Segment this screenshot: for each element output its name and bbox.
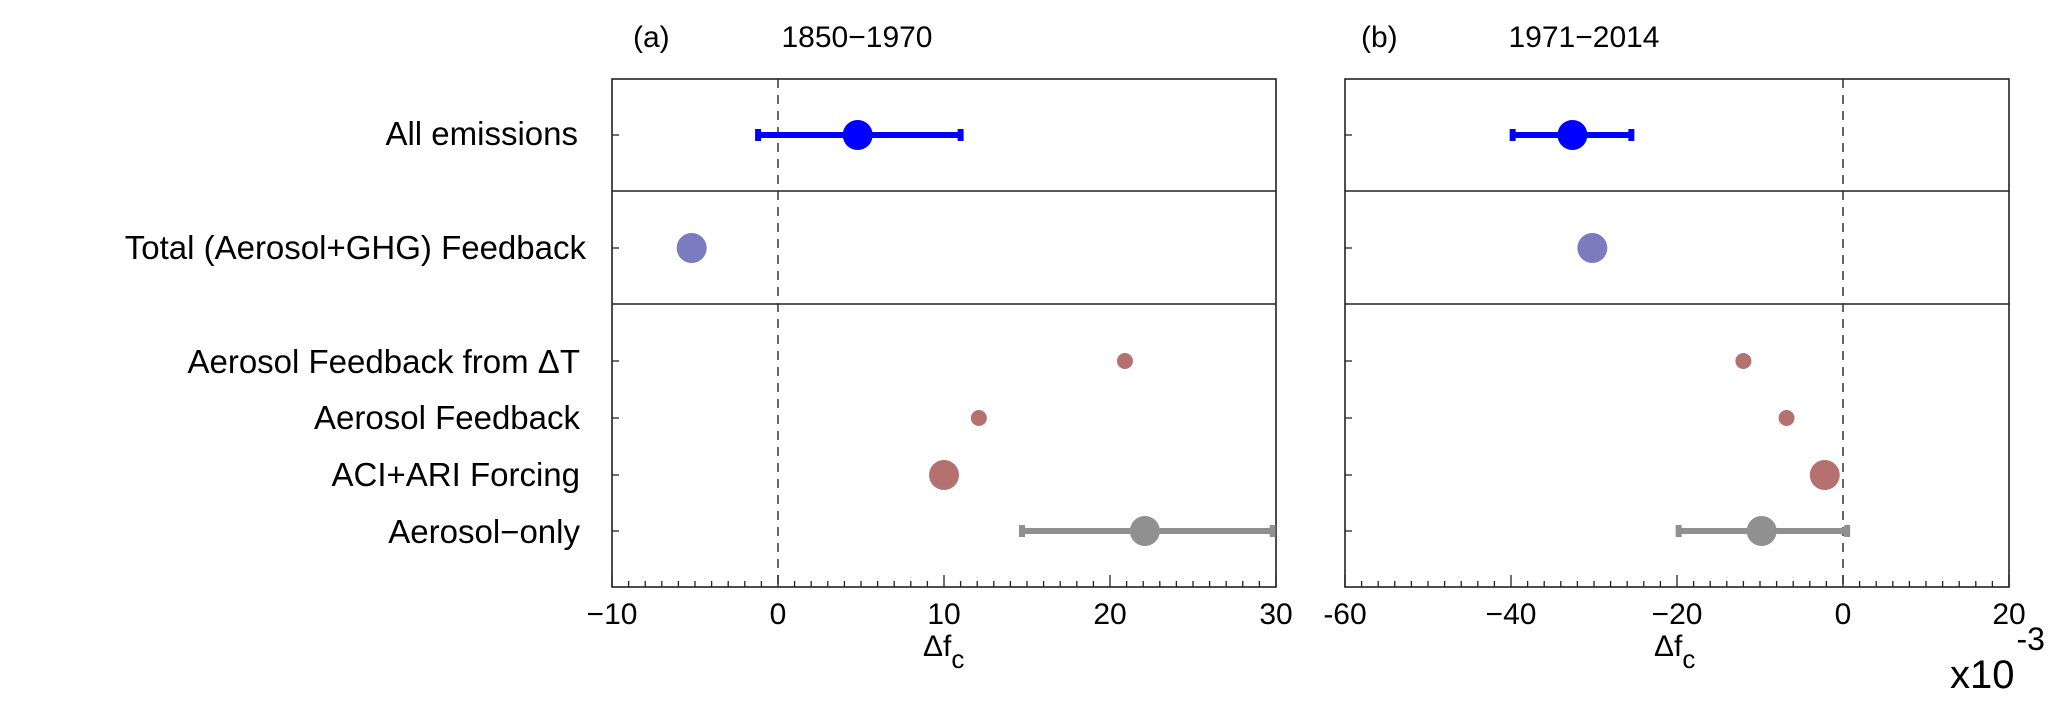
data-point [676, 233, 707, 263]
x-axis-label: Δfc [923, 630, 964, 674]
plot-area: −10 0 10 20 30 [587, 78, 1293, 631]
plot-area: -60 −40 −20 0 20 [1323, 78, 2026, 631]
category-label-aci-ari-forcing: ACI+ARI Forcing [332, 456, 581, 493]
x-axis-label-main: Δf [1654, 630, 1683, 663]
axis-multiplier-base: x10 [1950, 653, 2015, 697]
x-tick-label: -60 [1323, 598, 1366, 631]
x-tick-label: −20 [1652, 598, 1703, 631]
x-axis-label-main: Δf [923, 630, 952, 663]
data-point [929, 460, 959, 490]
error-bar-cap [1509, 129, 1516, 141]
x-tick-label: 30 [1259, 598, 1292, 631]
error-bar-cap [1628, 129, 1635, 141]
axis-multiplier: x10-3 [1950, 621, 2045, 697]
x-axis-label-subscript: c [951, 644, 964, 674]
category-label-aerosol-feedback-dt: Aerosol Feedback from ΔT [187, 343, 580, 380]
x-axis-label-subscript: c [1682, 644, 1695, 674]
data-point [970, 410, 987, 426]
panel-title: 1971−2014 [1509, 21, 1660, 54]
category-label-aerosol-feedback: Aerosol Feedback [314, 399, 580, 436]
x-tick-label: 0 [770, 598, 787, 631]
error-bar-cap [755, 129, 762, 141]
data-point [1778, 410, 1795, 426]
data-point [1809, 460, 1840, 490]
panel-b: (b) 1971−2014 -60 −40 −20 0 20 Δfc x10-3 [1323, 21, 2045, 697]
data-point [1557, 120, 1588, 150]
error-bar-cap [957, 129, 964, 141]
x-tick-label: 10 [927, 598, 960, 631]
data-point [1577, 233, 1608, 263]
x-axis-label: Δfc [1654, 630, 1695, 674]
panel-label: (b) [1361, 21, 1398, 54]
panel-title: 1850−1970 [782, 21, 933, 54]
category-label-all-emissions: All emissions [385, 115, 578, 152]
category-label-total-feedback: Total (Aerosol+GHG) Feedback [125, 229, 587, 266]
plot-frame [1344, 78, 2010, 588]
error-bar-cap [1269, 525, 1276, 537]
plot-frame [611, 78, 1277, 588]
data-point [1129, 516, 1160, 546]
x-tick-label: 0 [1835, 598, 1852, 631]
axis-multiplier-exponent: -3 [2017, 621, 2045, 657]
error-bar-cap [1019, 525, 1026, 537]
error-bar-cap [1675, 525, 1682, 537]
data-point [1116, 353, 1133, 369]
x-tick-label: −40 [1486, 598, 1537, 631]
category-label-aerosol-only: Aerosol−only [388, 513, 580, 550]
data-point [842, 120, 873, 150]
data-point [1735, 353, 1752, 369]
data-point [1746, 516, 1777, 546]
panel-label: (a) [633, 21, 670, 54]
x-tick-label: 20 [1093, 598, 1126, 631]
error-bar-cap [1844, 525, 1851, 537]
x-tick-label: 20 [1992, 598, 2025, 631]
panel-a: (a) 1850−1970 −10 0 10 20 30 Δfc [587, 21, 1293, 674]
x-tick-label: −10 [587, 598, 638, 631]
